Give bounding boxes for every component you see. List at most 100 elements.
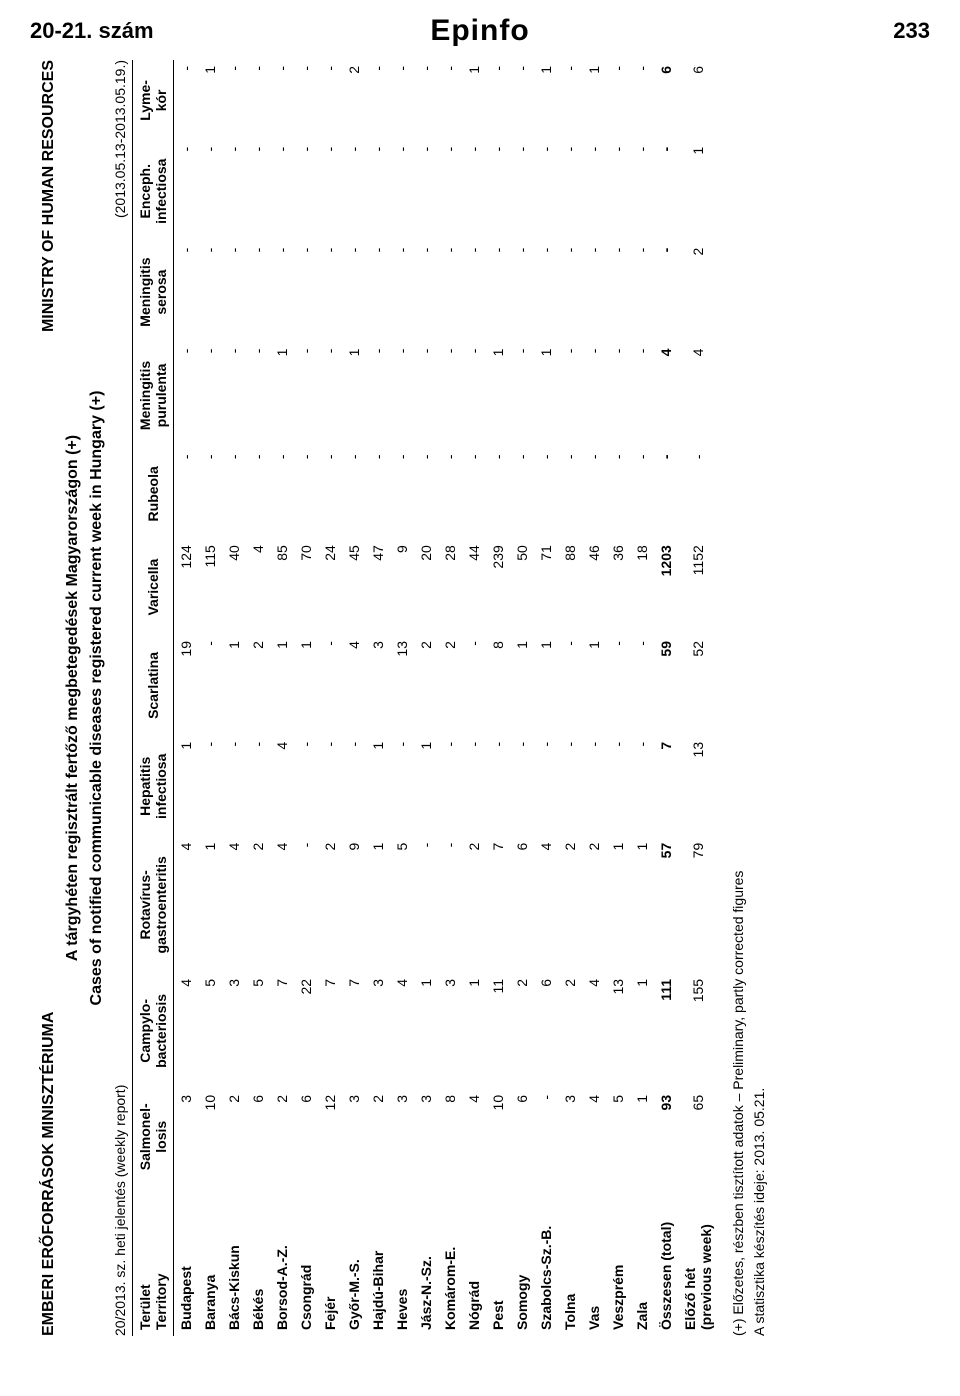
value-cell: 6 [534, 973, 558, 1089]
value-cell: 1 [462, 973, 486, 1089]
value-cell: - [462, 343, 486, 449]
table-row: Pest10117-8239-1--- [486, 60, 510, 1336]
value-cell: - [510, 736, 534, 837]
territory-cell: Komárom-E. [438, 1185, 462, 1336]
value-cell: - [198, 141, 222, 242]
value-cell: 5 [198, 973, 222, 1089]
value-cell: - [510, 60, 534, 141]
value-cell: 2 [270, 1089, 294, 1185]
value-cell: - [462, 736, 486, 837]
value-cell: - [390, 141, 414, 242]
value-cell: 4 [462, 1089, 486, 1185]
value-cell: 47 [366, 539, 390, 635]
value-cell: - [198, 635, 222, 736]
value-cell: 7 [486, 837, 510, 973]
value-cell: 115 [198, 539, 222, 635]
value-cell: - [558, 141, 582, 242]
value-cell: - [318, 736, 342, 837]
prev-week-row: Előző hét(previous week)651557913521152-… [678, 60, 718, 1336]
value-cell: - [606, 242, 630, 343]
value-cell: - [222, 60, 246, 141]
territory-cell: Heves [390, 1185, 414, 1336]
value-cell: - [366, 242, 390, 343]
value-cell: - [246, 242, 270, 343]
value-cell: 4 [222, 837, 246, 973]
value-cell: 88 [558, 539, 582, 635]
prev-week-cell: 6 [678, 60, 718, 141]
col-header: Scarlatina [133, 635, 174, 736]
value-cell: 24 [318, 539, 342, 635]
value-cell: 1 [510, 635, 534, 736]
value-cell: 2 [366, 1089, 390, 1185]
value-cell: - [582, 736, 606, 837]
territory-cell: Bács-Kiskun [222, 1185, 246, 1336]
table-row: Győr-M.-S.379-445-1--2 [342, 60, 366, 1336]
total-row: Összesen (total)93111577591203-4--6 [654, 60, 678, 1336]
value-cell: 1 [534, 635, 558, 736]
value-cell: - [630, 736, 654, 837]
value-cell: - [174, 343, 199, 449]
report-meta: 20/2013. sz. heti jelentés (weekly repor… [112, 60, 128, 1336]
value-cell: - [582, 242, 606, 343]
value-cell: - [342, 141, 366, 242]
col-territory: TerületTerritory [133, 1185, 174, 1336]
value-cell: - [366, 448, 390, 539]
territory-cell: Borsod-A.-Z. [270, 1185, 294, 1336]
prev-week-cell: 65 [678, 1089, 718, 1185]
total-cell: 1203 [654, 539, 678, 635]
value-cell: - [222, 343, 246, 449]
value-cell: - [582, 448, 606, 539]
value-cell: 22 [294, 973, 318, 1089]
value-cell: 4 [174, 973, 199, 1089]
value-cell: - [414, 242, 438, 343]
table-row: Baranya1051--115----1 [198, 60, 222, 1336]
value-cell: - [534, 448, 558, 539]
col-header: Varicella [133, 539, 174, 635]
value-cell: - [486, 242, 510, 343]
value-cell: - [462, 635, 486, 736]
table-row: Csongrád622--170----- [294, 60, 318, 1336]
table-row: Borsod-A.-Z.2744185-1--- [270, 60, 294, 1336]
table-row: Komárom-E.83--228----- [438, 60, 462, 1336]
value-cell: - [630, 242, 654, 343]
page: 20-21. szám Epinfo 233 EMBERI ERŐFORRÁSO… [0, 0, 960, 1396]
value-cell: 10 [486, 1089, 510, 1185]
value-cell: - [558, 448, 582, 539]
value-cell: - [294, 736, 318, 837]
value-cell: 3 [174, 1089, 199, 1185]
value-cell: - [606, 60, 630, 141]
value-cell: 4 [174, 837, 199, 973]
table-row: Vas442-146----1 [582, 60, 606, 1336]
territory-cell: Zala [630, 1185, 654, 1336]
col-header: Rotavírus-gastroenteritis [133, 837, 174, 973]
title-en: Cases of notified communicable diseases … [88, 60, 106, 1336]
table-row: Nógrád412--44----1 [462, 60, 486, 1336]
value-cell: 2 [462, 837, 486, 973]
value-cell: - [510, 141, 534, 242]
territory-cell: Vas [582, 1185, 606, 1336]
value-cell: - [246, 448, 270, 539]
territory-cell: Jász-N.-Sz. [414, 1185, 438, 1336]
value-cell: 1 [222, 635, 246, 736]
value-cell: - [414, 60, 438, 141]
value-cell: - [438, 60, 462, 141]
value-cell: 2 [558, 973, 582, 1089]
value-cell: - [558, 635, 582, 736]
value-cell: - [630, 60, 654, 141]
cases-table: TerületTerritorySalmonel-losisCampylo-ba… [132, 60, 718, 1336]
value-cell: - [534, 736, 558, 837]
table-row: Fejér1272--24----- [318, 60, 342, 1336]
table-row: Budapest344119124----- [174, 60, 199, 1336]
prev-week-cell: 52 [678, 635, 718, 736]
value-cell: 7 [318, 973, 342, 1089]
value-cell: - [390, 60, 414, 141]
value-cell: 8 [486, 635, 510, 736]
value-cell: - [534, 141, 558, 242]
table-row: Veszprém5131--36----- [606, 60, 630, 1336]
value-cell: 2 [510, 973, 534, 1089]
col-header: Campylo-bacteriosis [133, 973, 174, 1089]
value-cell: - [630, 343, 654, 449]
prev-week-cell: 13 [678, 736, 718, 837]
value-cell: 46 [582, 539, 606, 635]
total-cell: 111 [654, 973, 678, 1089]
